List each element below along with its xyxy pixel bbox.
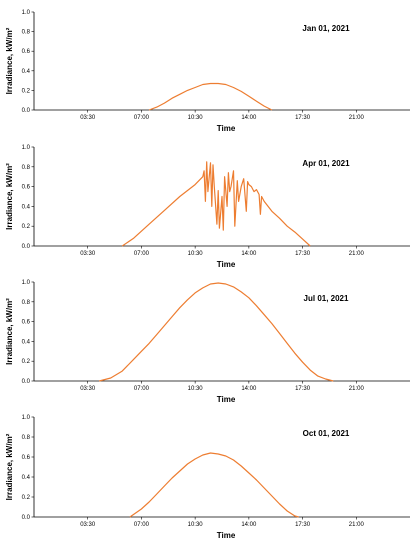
- y-tick-label: 0.8: [22, 30, 31, 36]
- y-tick-label: 1.0: [22, 10, 31, 16]
- y-tick-label: 0.2: [22, 495, 31, 501]
- panel-title: Apr 01, 2021: [302, 159, 350, 168]
- x-tick-label: 10:30: [188, 386, 204, 392]
- x-tick-label: 03:30: [80, 386, 96, 392]
- irradiance-series-line: [129, 452, 299, 518]
- x-tick-label: 14:00: [241, 386, 257, 392]
- x-tick-label: 10:30: [188, 115, 204, 121]
- y-tick-label: 0.8: [22, 165, 31, 171]
- y-tick-label: 0.4: [22, 339, 31, 345]
- y-tick-label: 0.4: [22, 69, 31, 75]
- y-tick-label: 0.0: [22, 515, 31, 521]
- y-tick-label: 0.8: [22, 300, 31, 306]
- irradiance-series-line: [121, 161, 311, 247]
- x-tick-label: 14:00: [241, 522, 257, 528]
- x-tick-label: 10:30: [188, 251, 204, 257]
- y-axis-title: Irradiance, kW/m²: [5, 298, 14, 365]
- panel-title: Jan 01, 2021: [302, 24, 350, 33]
- x-tick-label: 21:00: [349, 522, 365, 528]
- y-tick-label: 0.6: [22, 185, 31, 191]
- y-tick-label: 0.2: [22, 88, 31, 94]
- y-tick-label: 0.4: [22, 475, 31, 481]
- x-axis-title: Time: [217, 531, 236, 540]
- x-tick-label: 07:00: [134, 115, 150, 121]
- panel-title: Jul 01, 2021: [304, 294, 349, 303]
- x-axis-title: Time: [217, 260, 236, 269]
- y-tick-label: 0.8: [22, 435, 31, 441]
- x-tick-label: 03:30: [80, 522, 96, 528]
- y-tick-label: 1.0: [22, 145, 31, 151]
- y-axis-title: Irradiance, kW/m²: [5, 163, 14, 230]
- x-axis-title: Time: [217, 395, 236, 404]
- y-tick-label: 1.0: [22, 415, 31, 421]
- x-tick-label: 17:30: [295, 115, 311, 121]
- y-tick-label: 1.0: [22, 280, 31, 286]
- x-tick-label: 14:00: [241, 115, 257, 121]
- y-tick-label: 0.6: [22, 320, 31, 326]
- irradiance-series-line: [148, 82, 273, 111]
- y-tick-label: 0.0: [22, 108, 31, 114]
- x-tick-label: 17:30: [295, 251, 311, 257]
- x-tick-label: 17:30: [295, 386, 311, 392]
- x-tick-label: 07:00: [134, 522, 150, 528]
- x-tick-label: 07:00: [134, 251, 150, 257]
- x-tick-label: 21:00: [349, 386, 365, 392]
- x-axis-title: Time: [217, 124, 236, 133]
- x-tick-label: 03:30: [80, 251, 96, 257]
- y-tick-label: 0.6: [22, 49, 31, 55]
- x-tick-label: 17:30: [295, 522, 311, 528]
- y-tick-label: 0.2: [22, 359, 31, 365]
- x-tick-label: 21:00: [349, 251, 365, 257]
- panel-title: Oct 01, 2021: [303, 429, 350, 438]
- y-axis-title: Irradiance, kW/m²: [5, 27, 14, 94]
- x-tick-label: 10:30: [188, 522, 204, 528]
- y-tick-label: 0.6: [22, 455, 31, 461]
- x-tick-label: 07:00: [134, 386, 150, 392]
- y-tick-label: 0.0: [22, 379, 31, 385]
- y-tick-label: 0.0: [22, 244, 31, 250]
- y-axis-title: Irradiance, kW/m²: [5, 433, 14, 500]
- irradiance-series-line: [99, 282, 334, 382]
- y-tick-label: 0.2: [22, 224, 31, 230]
- x-tick-label: 21:00: [349, 115, 365, 121]
- x-tick-label: 03:30: [80, 115, 96, 121]
- x-tick-label: 14:00: [241, 251, 257, 257]
- y-tick-label: 0.4: [22, 204, 31, 210]
